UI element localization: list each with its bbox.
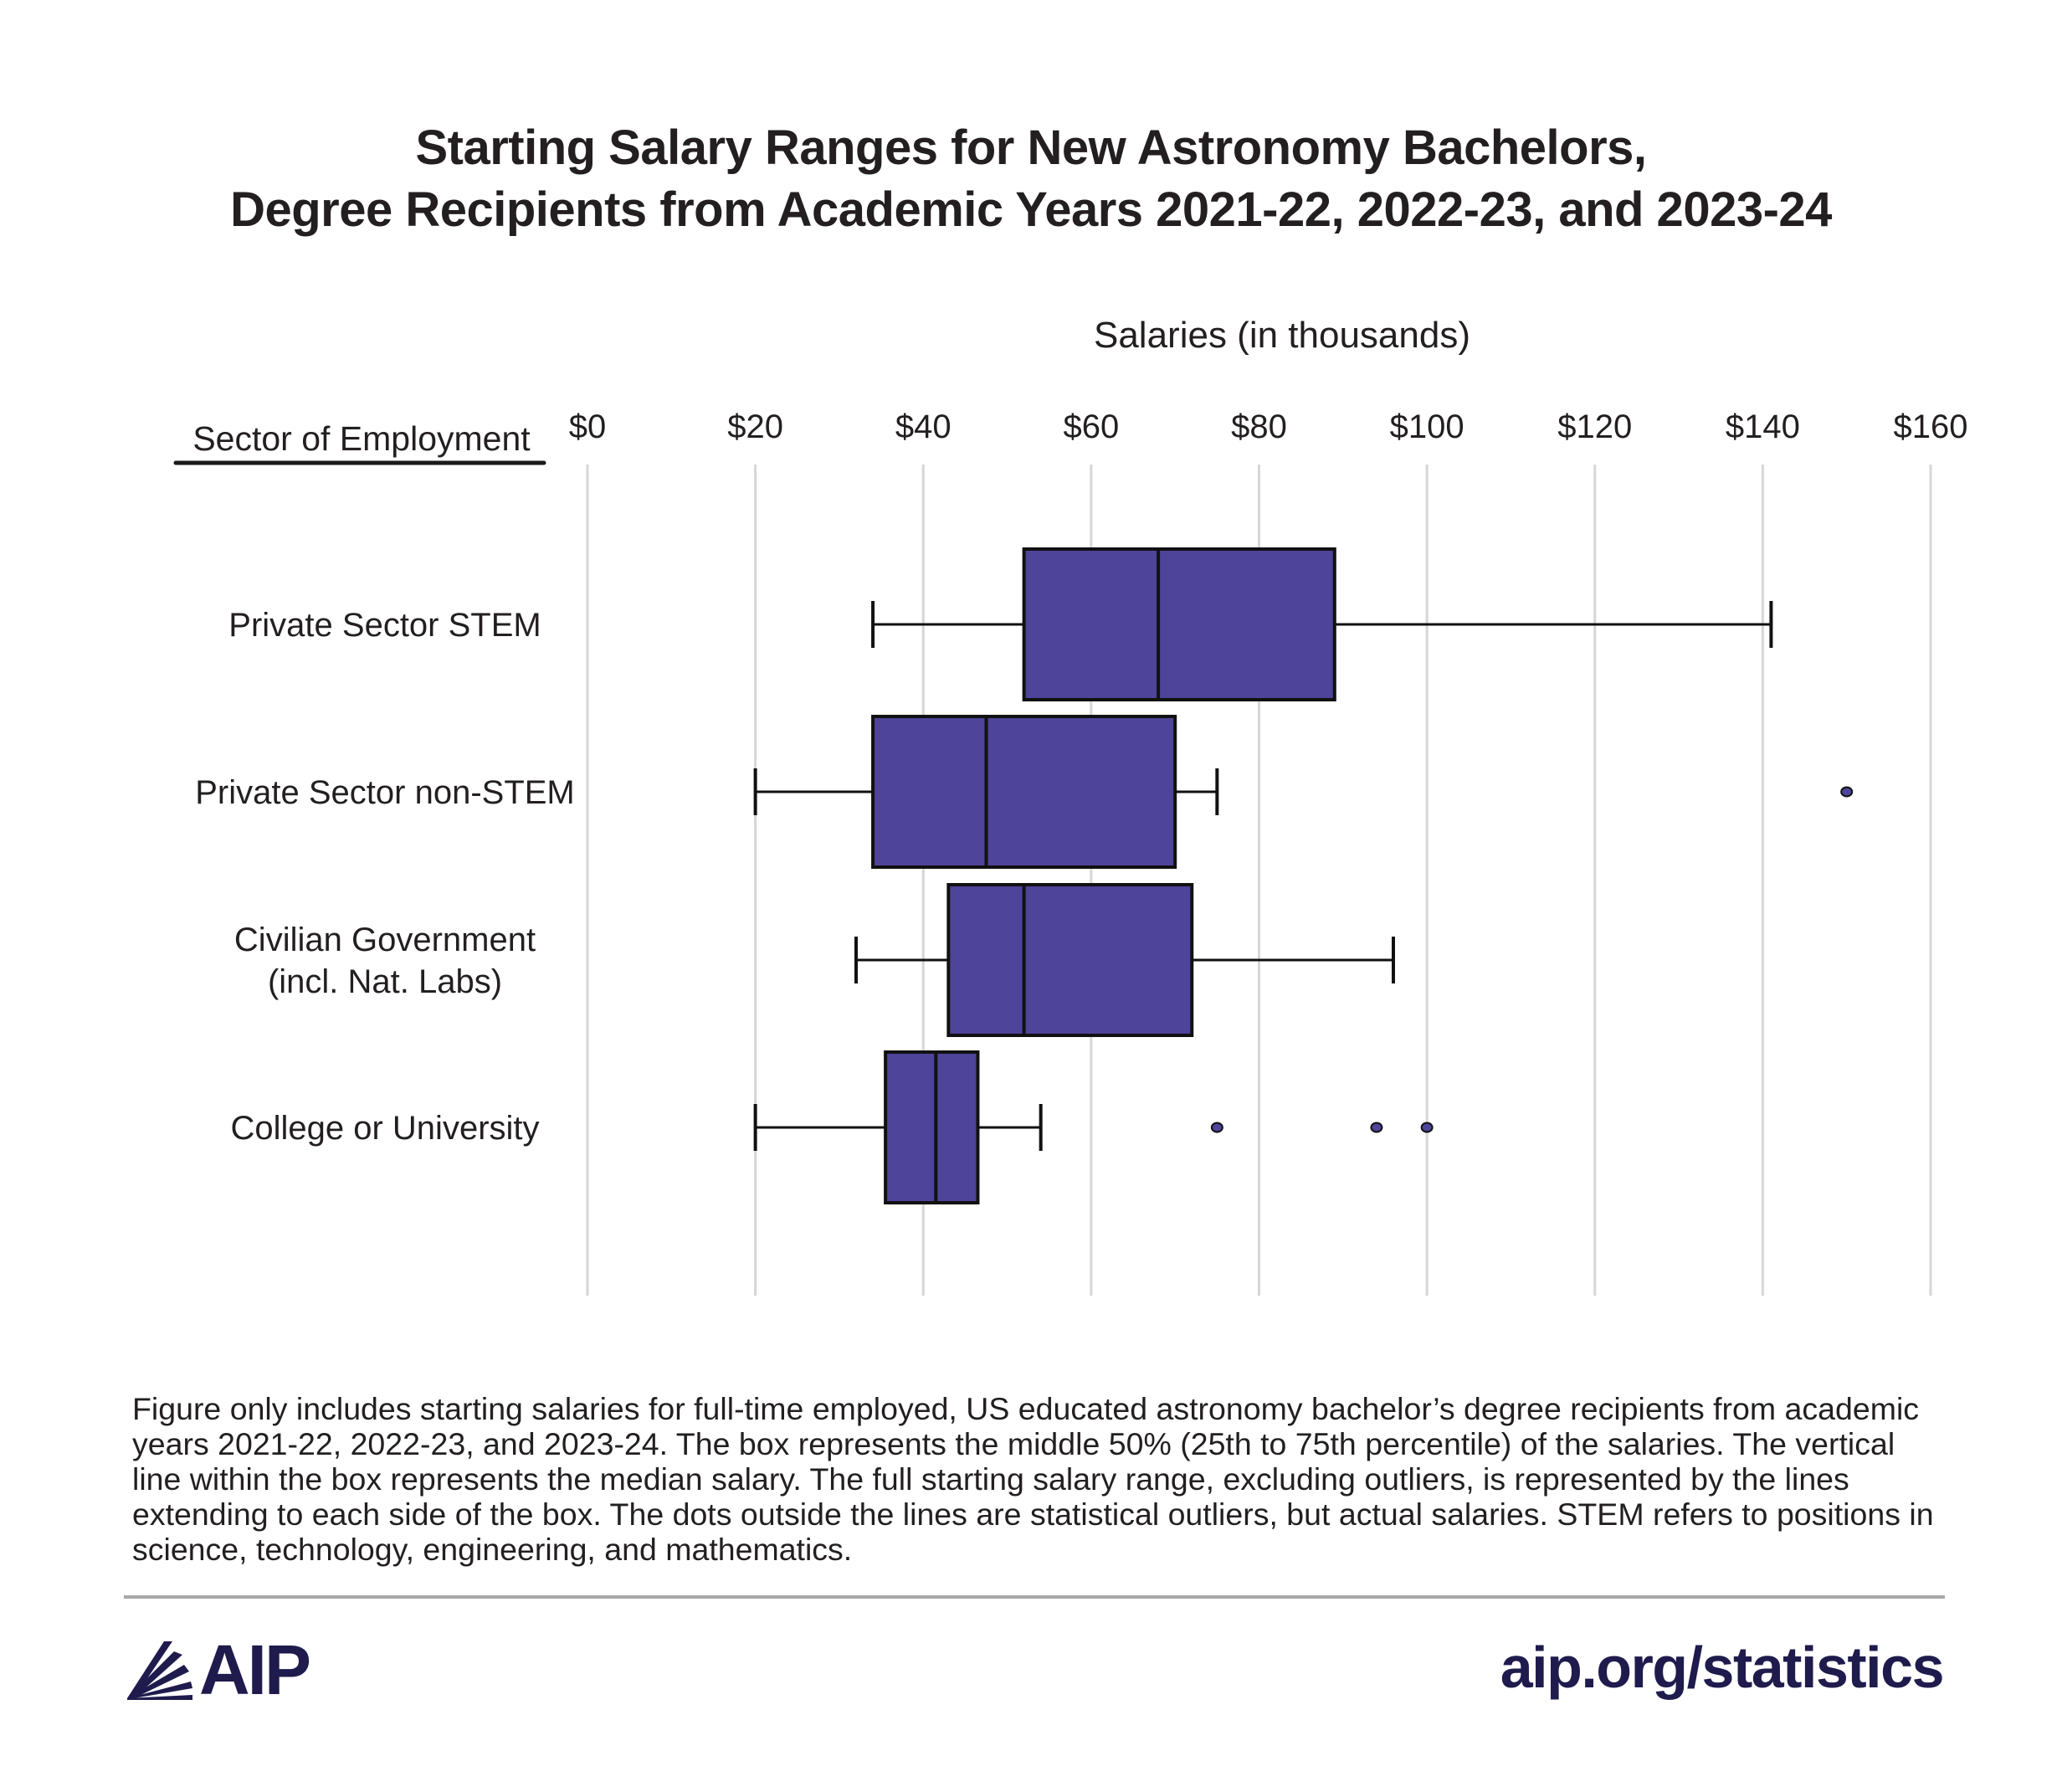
outlier-point xyxy=(1210,1122,1223,1133)
category-label: Private Sector STEM xyxy=(228,607,541,644)
x-tick-label: $120 xyxy=(1557,408,1632,445)
box-group xyxy=(854,883,1395,1037)
chart-title-line-1: Starting Salary Ranges for New Astronomy… xyxy=(415,121,1647,175)
iqr-box xyxy=(1022,547,1336,701)
category-label: Civilian Government xyxy=(234,922,536,958)
site-url: aip.org/statistics xyxy=(1500,1635,1945,1700)
aip-rays-logo-icon xyxy=(127,1641,192,1700)
category-label: Private Sector non-STEM xyxy=(195,774,575,811)
category-label: College or University xyxy=(230,1110,539,1147)
boxplot-chart: Salaries (in thousands) Sector of Employ… xyxy=(173,315,1968,1296)
iqr-box xyxy=(884,1050,980,1204)
x-tick-label: $100 xyxy=(1390,408,1464,445)
category-labels: Private Sector STEM Private Sector non-ST… xyxy=(195,607,575,1147)
x-axis-title: Salaries (in thousands) xyxy=(1094,315,1470,356)
box-group xyxy=(753,715,1854,869)
boxes xyxy=(753,547,1854,1204)
category-label: (incl. Nat. Labs) xyxy=(268,963,502,1000)
outlier-point xyxy=(1420,1122,1434,1133)
x-tick-label: $0 xyxy=(569,408,607,445)
footer-divider xyxy=(124,1595,1945,1599)
box-group xyxy=(871,547,1773,701)
figure-note: Figure only includes starting salaries f… xyxy=(132,1391,1934,1567)
x-tick-label: $40 xyxy=(895,408,951,445)
x-tick-label: $20 xyxy=(727,408,783,445)
outlier-point xyxy=(1370,1122,1383,1133)
outlier-point xyxy=(1840,786,1854,798)
chart-title: Starting Salary Ranges for New Astronomy… xyxy=(0,117,2062,241)
iqr-box xyxy=(871,715,1177,869)
chart-title-line-2: Degree Recipients from Academic Years 20… xyxy=(230,182,1832,237)
y-axis-title: Sector of Employment xyxy=(192,419,531,458)
x-tick-labels: $0 $20 $40 $60 $80 $100 $120 $140 $160 xyxy=(569,408,1968,445)
x-tick-label: $60 xyxy=(1064,408,1120,445)
x-tick-label: $80 xyxy=(1231,408,1287,445)
box-group xyxy=(753,1050,1434,1204)
x-tick-label: $140 xyxy=(1726,408,1800,445)
iqr-box xyxy=(946,883,1194,1037)
x-tick-label: $160 xyxy=(1894,408,1968,445)
aip-logo: AIP xyxy=(126,1630,311,1709)
logo-text: AIP xyxy=(199,1630,311,1709)
